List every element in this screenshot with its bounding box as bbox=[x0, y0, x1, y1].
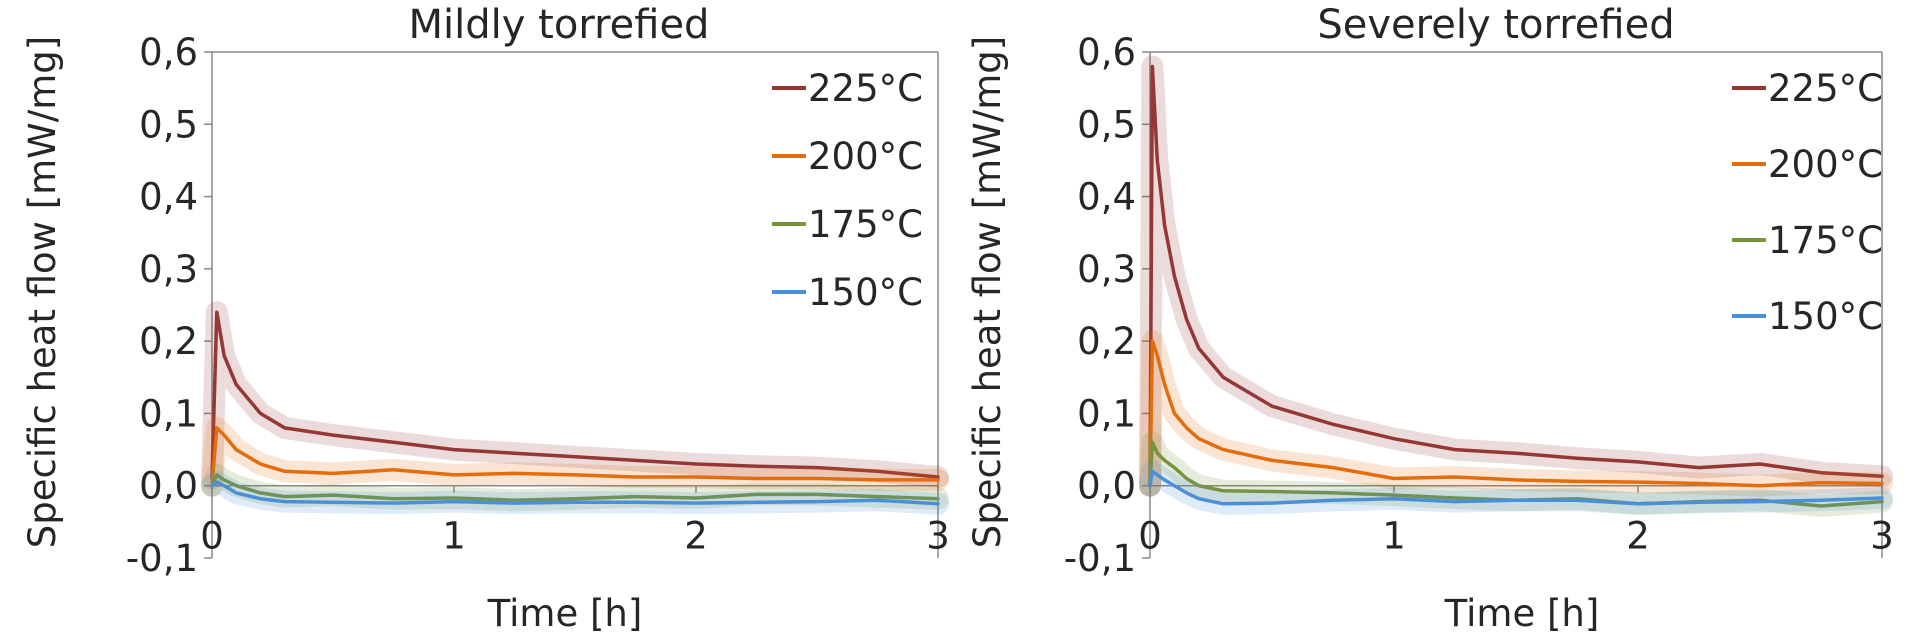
series-line-225c bbox=[210, 310, 940, 481]
y-tick-label: 0,0 bbox=[1077, 465, 1136, 508]
chart-panel-severely-torrefied: Severely torrefied Specific heat flow [m… bbox=[966, 2, 1894, 635]
legend-label: 200°C bbox=[808, 135, 923, 178]
x-tick-label: 0 bbox=[1138, 515, 1162, 558]
legend-label: 200°C bbox=[1768, 143, 1883, 186]
legend-label: 150°C bbox=[1768, 295, 1883, 338]
chart-title: Severely torrefied bbox=[1317, 2, 1674, 48]
series-line-150c bbox=[1148, 469, 1884, 506]
y-tick-label: 0,2 bbox=[1077, 320, 1136, 363]
chart-title: Mildly torrefied bbox=[409, 2, 710, 48]
x-tick-label: 0 bbox=[200, 515, 224, 558]
legend-label: 150°C bbox=[808, 271, 923, 314]
y-tick-label: 0,6 bbox=[1077, 31, 1136, 74]
x-tick-label: 1 bbox=[442, 515, 466, 558]
x-tick-label: 3 bbox=[1870, 515, 1894, 558]
y-axis-label: Specific heat flow [mW/mg] bbox=[21, 36, 64, 548]
y-tick-label: -0,1 bbox=[126, 537, 198, 580]
y-tick-label: 0,3 bbox=[139, 248, 198, 291]
series-line-200c bbox=[1148, 339, 1884, 488]
x-axis-label: Time [h] bbox=[1444, 592, 1600, 635]
legend-label: 225°C bbox=[1768, 67, 1883, 110]
legend-label: 175°C bbox=[808, 203, 923, 246]
series-line-175c bbox=[210, 473, 940, 502]
series-error-band bbox=[201, 301, 949, 490]
y-tick-label: -0,1 bbox=[1064, 537, 1136, 580]
y-tick-label: 0,5 bbox=[139, 103, 198, 146]
series-line-150c bbox=[210, 480, 940, 506]
legend-label: 225°C bbox=[808, 67, 923, 110]
series-error-band bbox=[1139, 55, 1893, 497]
chart-panel-mildly-torrefied: Mildly torrefied Specific heat flow [mW/… bbox=[21, 2, 950, 635]
series-line-200c bbox=[210, 426, 940, 488]
y-tick-label: 0,3 bbox=[1077, 248, 1136, 291]
series-line-225c bbox=[1148, 64, 1884, 488]
y-tick-label: 0,4 bbox=[139, 176, 198, 219]
y-tick-label: 0,6 bbox=[139, 31, 198, 74]
x-tick-label: 2 bbox=[684, 515, 708, 558]
y-tick-label: 0,1 bbox=[1077, 392, 1136, 435]
x-tick-label: 1 bbox=[1382, 515, 1406, 558]
y-axis-label: Specific heat flow [mW/mg] bbox=[966, 36, 1009, 548]
legend-label: 175°C bbox=[1768, 219, 1883, 262]
x-tick-label: 3 bbox=[926, 515, 950, 558]
y-tick-label: 0,2 bbox=[139, 320, 198, 363]
x-tick-label: 2 bbox=[1626, 515, 1650, 558]
y-tick-label: 0,5 bbox=[1077, 103, 1136, 146]
y-tick-label: 0,0 bbox=[139, 465, 198, 508]
y-tick-label: 0,1 bbox=[139, 392, 198, 435]
y-tick-label: 0,4 bbox=[1077, 176, 1136, 219]
x-axis-label: Time [h] bbox=[487, 592, 643, 635]
